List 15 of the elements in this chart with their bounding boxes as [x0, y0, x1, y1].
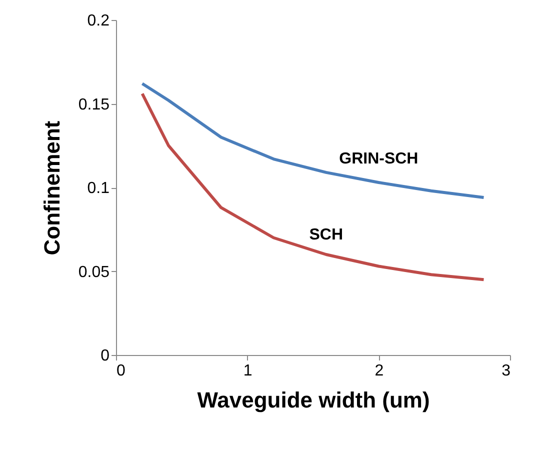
y-tick-label: 0.2 [87, 12, 110, 30]
y-tick-label: 0.05 [78, 264, 110, 281]
x-tick-label: 3 [502, 362, 511, 380]
series-label: SCH [309, 226, 344, 244]
line-series [140, 92, 486, 282]
y-tick-label: 0.1 [87, 180, 110, 197]
x-tick-label: 1 [243, 362, 252, 380]
x-tick-label: 2 [374, 362, 384, 380]
series-label: GRIN-SCH [339, 150, 418, 168]
y-tick-label: 0.15 [78, 96, 110, 114]
y-axis-title: Confinement [39, 120, 64, 256]
line-series [140, 82, 486, 200]
x-tick-label: 0 [116, 362, 126, 380]
y-tick-label: 0 [100, 348, 110, 364]
x-axis-title: Waveguide width (um) [197, 388, 430, 412]
